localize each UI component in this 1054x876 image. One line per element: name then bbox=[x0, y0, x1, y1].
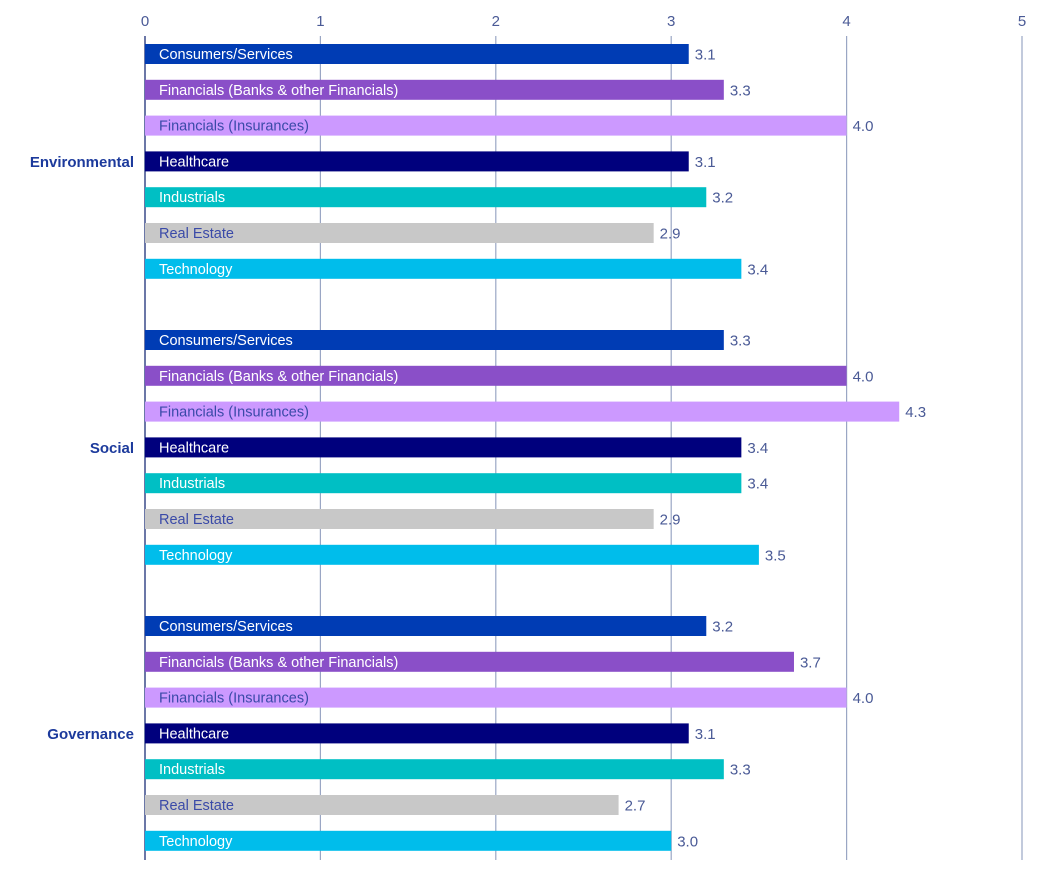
data-label: 3.2 bbox=[712, 619, 733, 636]
bar-category-label: Financials (Insurances) bbox=[159, 405, 309, 421]
data-label: 3.1 bbox=[695, 47, 716, 64]
data-label: 3.1 bbox=[695, 154, 716, 171]
bar-category-label: Real Estate bbox=[159, 226, 234, 242]
bar-category-label: Financials (Banks & other Financials) bbox=[159, 369, 398, 385]
bar-category-label: Real Estate bbox=[159, 512, 234, 528]
data-label: 4.0 bbox=[853, 690, 874, 707]
bar bbox=[145, 401, 900, 422]
x-tick-label: 3 bbox=[667, 13, 675, 30]
data-label: 3.2 bbox=[712, 190, 733, 207]
data-label: 4.3 bbox=[905, 404, 926, 421]
bar-category-label: Consumers/Services bbox=[159, 47, 293, 63]
bar bbox=[145, 616, 707, 636]
data-label: 3.0 bbox=[677, 833, 698, 850]
bar-category-label: Real Estate bbox=[159, 798, 234, 814]
x-tick-label: 0 bbox=[141, 13, 149, 30]
bar-category-label: Financials (Banks & other Financials) bbox=[159, 655, 398, 671]
bar-category-label: Industrials bbox=[159, 190, 225, 206]
bar-category-label: Healthcare bbox=[159, 440, 229, 456]
bar-category-label: Industrials bbox=[159, 762, 225, 778]
x-tick-label: 5 bbox=[1018, 13, 1026, 30]
bar bbox=[145, 258, 742, 279]
group-labels: Environmental Social Governance bbox=[30, 154, 134, 743]
data-label: 3.3 bbox=[730, 333, 751, 350]
bar bbox=[145, 509, 654, 529]
data-label: 3.7 bbox=[800, 654, 821, 671]
bar-category-label: Consumers/Services bbox=[159, 333, 293, 349]
bar-category-label: Technology bbox=[159, 262, 233, 278]
x-tick-label: 4 bbox=[842, 13, 850, 30]
data-label: 2.7 bbox=[625, 798, 646, 815]
bar bbox=[145, 330, 724, 350]
x-tick-label: 1 bbox=[316, 13, 324, 30]
bar-category-label: Financials (Insurances) bbox=[159, 691, 309, 707]
bar bbox=[145, 365, 847, 386]
bar bbox=[145, 223, 654, 243]
data-label: 2.9 bbox=[660, 226, 681, 243]
bar-category-label: Industrials bbox=[159, 476, 225, 492]
group-label: Environmental bbox=[30, 154, 134, 171]
x-axis-ticks: 0 1 2 3 4 5 bbox=[141, 13, 1026, 30]
bar bbox=[145, 187, 707, 208]
bar-category-label: Healthcare bbox=[159, 154, 229, 170]
bar bbox=[145, 651, 794, 672]
bar-category-label: Technology bbox=[159, 548, 233, 564]
data-label: 3.4 bbox=[747, 476, 768, 493]
data-label: 3.4 bbox=[747, 440, 768, 457]
data-label: 3.3 bbox=[730, 762, 751, 779]
bar bbox=[145, 115, 847, 136]
bar bbox=[145, 473, 742, 494]
data-label: 3.1 bbox=[695, 726, 716, 743]
data-label: 4.0 bbox=[853, 368, 874, 385]
data-label: 3.5 bbox=[765, 547, 786, 564]
bar bbox=[145, 687, 847, 708]
bar-category-label: Technology bbox=[159, 834, 233, 850]
bar bbox=[145, 79, 724, 100]
bars: Consumers/Services 3.1 Financials (Banks &… bbox=[145, 44, 926, 851]
bar bbox=[145, 544, 759, 565]
data-label: 3.4 bbox=[747, 261, 768, 278]
bar bbox=[145, 437, 742, 458]
data-label: 3.3 bbox=[730, 82, 751, 99]
data-label: 4.0 bbox=[853, 118, 874, 135]
group-label: Social bbox=[90, 440, 134, 457]
x-tick-label: 2 bbox=[492, 13, 500, 30]
bar bbox=[145, 151, 689, 172]
bar bbox=[145, 44, 689, 64]
bar bbox=[145, 723, 689, 744]
data-label: 2.9 bbox=[660, 512, 681, 529]
bar-category-label: Consumers/Services bbox=[159, 619, 293, 635]
bar bbox=[145, 795, 619, 815]
bar-category-label: Healthcare bbox=[159, 726, 229, 742]
bar bbox=[145, 830, 672, 851]
bar-category-label: Financials (Insurances) bbox=[159, 119, 309, 135]
bar bbox=[145, 759, 724, 780]
bar-category-label: Financials (Banks & other Financials) bbox=[159, 83, 398, 99]
group-label: Governance bbox=[47, 726, 134, 743]
